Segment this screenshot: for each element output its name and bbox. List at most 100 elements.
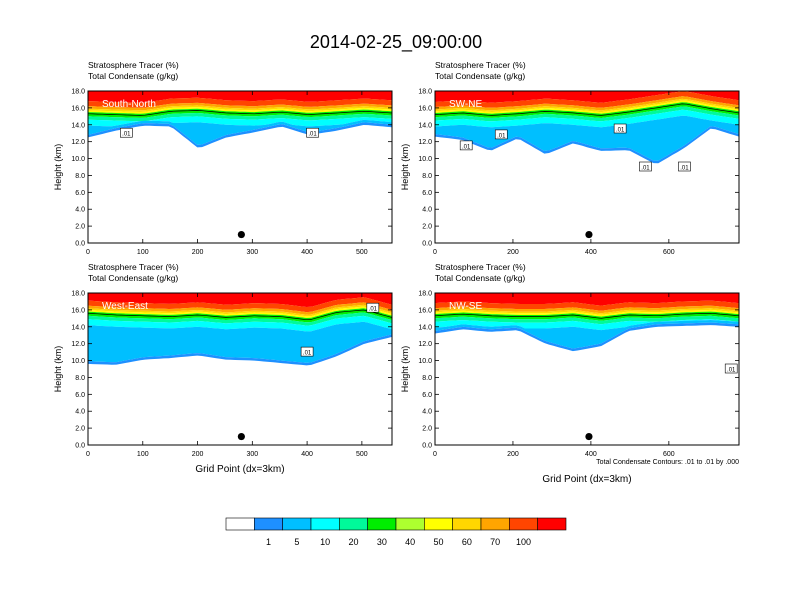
x-tick-label: 0 [86,249,90,256]
contour-label: .01 [462,144,471,150]
tracer-band-9 [435,126,739,164]
x-tick-label: 0 [86,451,90,458]
x-tick-label: 400 [301,249,313,256]
y-tick-label: 14.0 [418,324,432,331]
y-tick-label: 4.0 [422,409,432,416]
x-tick-label: 200 [192,451,204,458]
x-axis-label: Grid Point (dx=3km) [195,464,284,475]
x-tick-label: 300 [246,451,258,458]
y-tick-label: 4.0 [75,409,85,416]
colorbar: 1 5 10 20 30 40 50 60 70 100 [225,517,567,547]
location-marker [585,432,593,441]
colorbar-label: 60 [462,537,472,547]
y-tick-label: 16.0 [418,307,432,314]
colorbar-swatch [537,517,567,531]
contour-label-box [300,346,314,357]
y-axis-label: Height (km) [400,144,410,191]
y-tick-label: 6.0 [75,190,85,197]
tracer-band-3 [88,105,392,112]
colorbar-label: 5 [294,537,299,547]
colorbar-label: 50 [433,537,443,547]
tracer-band-6 [88,312,392,326]
colorbar-label: 100 [516,537,531,547]
x-tick-label: 600 [663,249,675,256]
tracer-band-9 [88,334,392,366]
colorbar-label: 40 [405,537,415,547]
contour-label-box [459,140,473,151]
colorbar-swatch [254,517,283,531]
x-tick-label: 400 [301,451,313,458]
panel-header-tracer: Stratosphere Tracer (%) [435,262,526,272]
tracer-band-8 [435,115,739,161]
tracer-band-2 [88,302,392,315]
tracer-band-7 [435,109,739,128]
tracer-band-6 [435,315,739,325]
colorbar-label: 20 [348,537,358,547]
y-tick-label: 8.0 [75,375,85,382]
x-tick-label: 200 [507,249,519,256]
x-tick-label: 0 [433,249,437,256]
tracer-band-0 [88,293,392,307]
panel-west-east: .01 .01 0.0 2.0 4.0 6.0 8.0 10.0 12.0 14.0 16.0 18.… [53,262,393,475]
y-axis-label: Height (km) [400,346,410,393]
x-tick-label: 500 [356,249,368,256]
y-tick-label: 2.0 [422,224,432,231]
contour-label: .01 [122,132,131,138]
panel-sw-ne: .01 .01 .01 .01 .01 0.0 2.0 4.0 6.0 8.0 10.0 12.0 14… [400,60,740,256]
colorbar-label: 30 [377,537,387,547]
y-tick-label: 2.0 [422,426,432,433]
panel-label: NW-SE [449,301,482,312]
y-tick-label: 0.0 [422,241,432,248]
tracer-band-6 [88,113,392,122]
colorbar-swatch [282,517,312,531]
y-tick-label: 18.0 [418,291,432,298]
contour-label: .01 [641,166,650,172]
y-tick-label: 10.0 [418,156,432,163]
y-tick-label: 8.0 [422,375,432,382]
tracer-band-2 [435,96,739,111]
x-tick-label: 300 [246,249,258,256]
y-tick-label: 6.0 [422,190,432,197]
tracer-band-4 [435,100,739,114]
plot-area [435,293,739,352]
tracer-band-5 [88,308,392,323]
tracer-band-0 [88,91,392,103]
colorbar-swatch [509,517,538,531]
plot-area [88,91,392,148]
x-tick-label: 100 [137,451,149,458]
y-tick-label: 18.0 [71,89,85,96]
panel-label: South-North [102,99,156,110]
panel-header-condensate: Total Condensate (g/kg) [435,71,525,81]
y-tick-label: 10.0 [71,358,85,365]
location-marker [585,230,593,239]
tracer-band-1 [435,300,739,311]
contour-label: .01 [727,368,736,374]
x-axis-label: Grid Point (dx=3km) [542,474,631,485]
contour-label: .01 [616,128,625,134]
x-tick-label: 400 [585,249,597,256]
y-tick-label: 0.0 [75,241,85,248]
y-tick-label: 12.0 [71,139,85,146]
colorbar-swatch [424,517,453,531]
y-tick-label: 6.0 [422,392,432,399]
colorbar-swatch [480,517,510,531]
tracer-band-1 [88,97,392,108]
x-tick-label: 200 [192,249,204,256]
condensate-contour [435,312,739,319]
plot-area [88,293,392,366]
tracer-band-2 [88,102,392,111]
colorbar-swatch [395,517,425,531]
tracer-band-6 [435,106,739,122]
tracer-band-3 [88,304,392,317]
figure-title: 2014-02-25_09:00:00 [310,32,482,53]
y-tick-label: 16.0 [71,307,85,314]
y-axis-label: Height (km) [53,144,63,191]
panel-header-tracer: Stratosphere Tracer (%) [435,60,526,70]
plot-frame [434,90,740,244]
y-tick-label: 12.0 [71,341,85,348]
location-marker [237,230,245,239]
y-tick-label: 4.0 [75,207,85,214]
contour-label: .01 [369,307,378,313]
tracer-band-7 [88,315,392,332]
x-tick-label: 100 [137,249,149,256]
